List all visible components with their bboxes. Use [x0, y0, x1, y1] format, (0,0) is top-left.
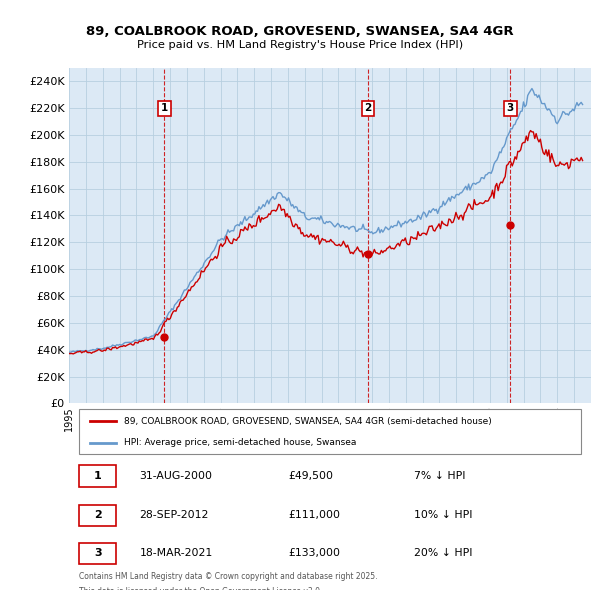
Text: Price paid vs. HM Land Registry's House Price Index (HPI): Price paid vs. HM Land Registry's House … — [137, 40, 463, 50]
Text: £49,500: £49,500 — [288, 471, 333, 481]
Text: 1: 1 — [161, 103, 168, 113]
Text: 7% ↓ HPI: 7% ↓ HPI — [413, 471, 465, 481]
Text: 3: 3 — [507, 103, 514, 113]
Text: 10% ↓ HPI: 10% ↓ HPI — [413, 510, 472, 520]
FancyBboxPatch shape — [79, 543, 116, 564]
FancyBboxPatch shape — [79, 409, 581, 454]
Text: £111,000: £111,000 — [288, 510, 340, 520]
Text: 18-MAR-2021: 18-MAR-2021 — [139, 548, 213, 558]
Text: £133,000: £133,000 — [288, 548, 340, 558]
Text: 2: 2 — [364, 103, 371, 113]
Text: 2: 2 — [94, 510, 101, 520]
Text: Contains HM Land Registry data © Crown copyright and database right 2025.: Contains HM Land Registry data © Crown c… — [79, 572, 378, 581]
Text: 1: 1 — [94, 471, 101, 481]
Text: 28-SEP-2012: 28-SEP-2012 — [139, 510, 209, 520]
Text: 89, COALBROOK ROAD, GROVESEND, SWANSEA, SA4 4GR: 89, COALBROOK ROAD, GROVESEND, SWANSEA, … — [86, 25, 514, 38]
FancyBboxPatch shape — [79, 504, 116, 526]
Text: 89, COALBROOK ROAD, GROVESEND, SWANSEA, SA4 4GR (semi-detached house): 89, COALBROOK ROAD, GROVESEND, SWANSEA, … — [124, 417, 491, 426]
Text: 31-AUG-2000: 31-AUG-2000 — [139, 471, 212, 481]
Text: HPI: Average price, semi-detached house, Swansea: HPI: Average price, semi-detached house,… — [124, 438, 356, 447]
FancyBboxPatch shape — [79, 465, 116, 487]
Text: 3: 3 — [94, 548, 101, 558]
Text: 20% ↓ HPI: 20% ↓ HPI — [413, 548, 472, 558]
Text: This data is licensed under the Open Government Licence v3.0.: This data is licensed under the Open Gov… — [79, 587, 323, 590]
